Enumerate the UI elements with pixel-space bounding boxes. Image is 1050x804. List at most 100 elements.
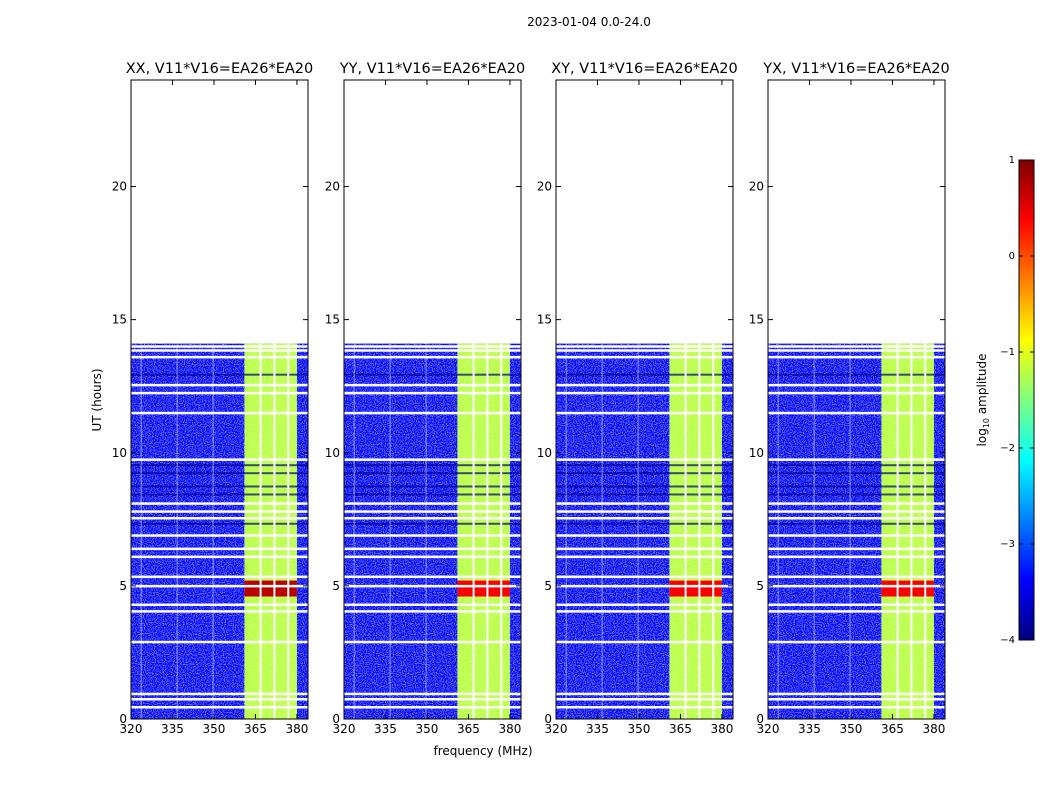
flagged-channel — [273, 343, 276, 719]
flagged-time-gap — [131, 391, 308, 395]
flagged-time-gap — [344, 603, 521, 607]
x-tick-label: 365 — [457, 722, 480, 736]
peak-region — [244, 580, 297, 597]
flagged-time-gap — [556, 692, 733, 696]
dark-row — [131, 464, 308, 467]
y-tick-label: 10 — [112, 446, 127, 460]
flagged-time-gap — [768, 502, 945, 505]
peak-region — [457, 580, 510, 597]
flagged-channel — [472, 343, 475, 719]
flagged-time-gap — [344, 502, 521, 505]
flagged-time-gap — [131, 575, 308, 579]
flagged-time-gap — [768, 610, 945, 613]
flagged-time-gap — [131, 345, 308, 348]
x-tick-label: 350 — [628, 722, 651, 736]
flagged-time-gap — [344, 584, 521, 588]
flagged-time-gap — [556, 345, 733, 348]
plot-frame — [130, 79, 309, 720]
dark-row — [768, 522, 945, 525]
flagged-time-gap — [131, 692, 308, 696]
dark-row — [768, 485, 945, 488]
flagged-time-gap — [131, 603, 308, 607]
x-tick-label: 320 — [545, 722, 568, 736]
y-tick-label: 20 — [112, 180, 127, 194]
dark-row — [556, 373, 733, 376]
flagged-time-gap — [344, 692, 521, 696]
x-tick-label: 335 — [161, 722, 184, 736]
flagged-time-gap — [768, 584, 945, 588]
flagged-time-gap — [768, 575, 945, 579]
y-tick-label: 5 — [119, 579, 127, 593]
flagged-time-gap — [556, 510, 733, 513]
dark-row — [556, 493, 733, 496]
flagged-time-gap — [344, 516, 521, 520]
x-tick-label: 320 — [120, 722, 143, 736]
dark-row — [344, 485, 521, 488]
flagged-time-gap — [131, 698, 308, 701]
flagged-time-gap — [344, 355, 521, 359]
flagged-channel — [712, 343, 715, 719]
dark-row — [344, 493, 521, 496]
flagged-time-gap — [131, 610, 308, 613]
flagged-channel — [601, 343, 603, 719]
y-tick-label: 10 — [325, 446, 340, 460]
flagged-time-gap — [131, 510, 308, 513]
flagged-channel — [353, 343, 355, 719]
y-tick-label: 10 — [749, 446, 764, 460]
flagged-time-gap — [131, 547, 308, 551]
flagged-time-gap — [344, 575, 521, 579]
flagged-time-gap — [556, 383, 733, 387]
figure-suptitle: 2023-01-04 0.0-24.0 — [527, 15, 651, 29]
dark-row — [556, 464, 733, 467]
x-tick-label: 335 — [374, 722, 397, 736]
shared-x-axis-label: frequency (MHz) — [433, 744, 532, 758]
dark-row — [344, 472, 521, 475]
colorbar-tick-label: −2 — [1000, 443, 1015, 454]
y-tick-label: 5 — [756, 579, 764, 593]
panel-xy: XY, V11*V16=EA26*EA20 320 335 350 365 380 0 5 10… — [537, 61, 738, 736]
flagged-time-gap — [131, 516, 308, 520]
flagged-channel — [924, 343, 927, 719]
flagged-time-gap — [556, 610, 733, 613]
flagged-channel — [389, 343, 391, 719]
flagged-time-gap — [556, 458, 733, 461]
x-tick-label: 380 — [922, 722, 945, 736]
dark-row — [768, 472, 945, 475]
panel-title: XY, V11*V16=EA26*EA20 — [551, 61, 737, 77]
flagged-time-gap — [768, 383, 945, 387]
flagged-time-gap — [344, 547, 521, 551]
peak-region — [881, 580, 934, 597]
flagged-time-gap — [768, 555, 945, 559]
flagged-channel — [140, 343, 142, 719]
flagged-time-gap — [768, 458, 945, 461]
flagged-time-gap — [556, 584, 733, 588]
colorbar-fill — [1018, 159, 1035, 641]
heatmap-yy — [344, 343, 521, 719]
flagged-time-gap — [556, 355, 733, 359]
dark-row — [344, 373, 521, 376]
flagged-time-gap — [768, 349, 945, 352]
flagged-time-gap — [344, 640, 521, 644]
y-tick-label: 15 — [749, 313, 764, 327]
x-tick-label: 365 — [881, 722, 904, 736]
flagged-time-gap — [768, 706, 945, 709]
flagged-channel — [425, 343, 427, 719]
x-tick-label: 350 — [416, 722, 439, 736]
flagged-channel — [176, 343, 178, 719]
x-tick-label: 365 — [669, 722, 692, 736]
flagged-channel — [698, 343, 701, 719]
dark-row — [556, 522, 733, 525]
heatmap-xy — [556, 343, 733, 719]
dark-row — [344, 522, 521, 525]
flagged-channel — [565, 343, 567, 719]
flagged-time-gap — [344, 510, 521, 513]
panel-yx: YX, V11*V16=EA26*EA20 320 335 350 365 380 0 5 10… — [749, 61, 950, 736]
flagged-time-gap — [768, 640, 945, 644]
flagged-time-gap — [344, 706, 521, 709]
flagged-time-gap — [131, 555, 308, 559]
flagged-time-gap — [344, 349, 521, 352]
y-tick-label: 10 — [537, 446, 552, 460]
plot-frame — [767, 79, 946, 720]
flagged-time-gap — [556, 516, 733, 520]
flagged-channel — [910, 343, 913, 719]
